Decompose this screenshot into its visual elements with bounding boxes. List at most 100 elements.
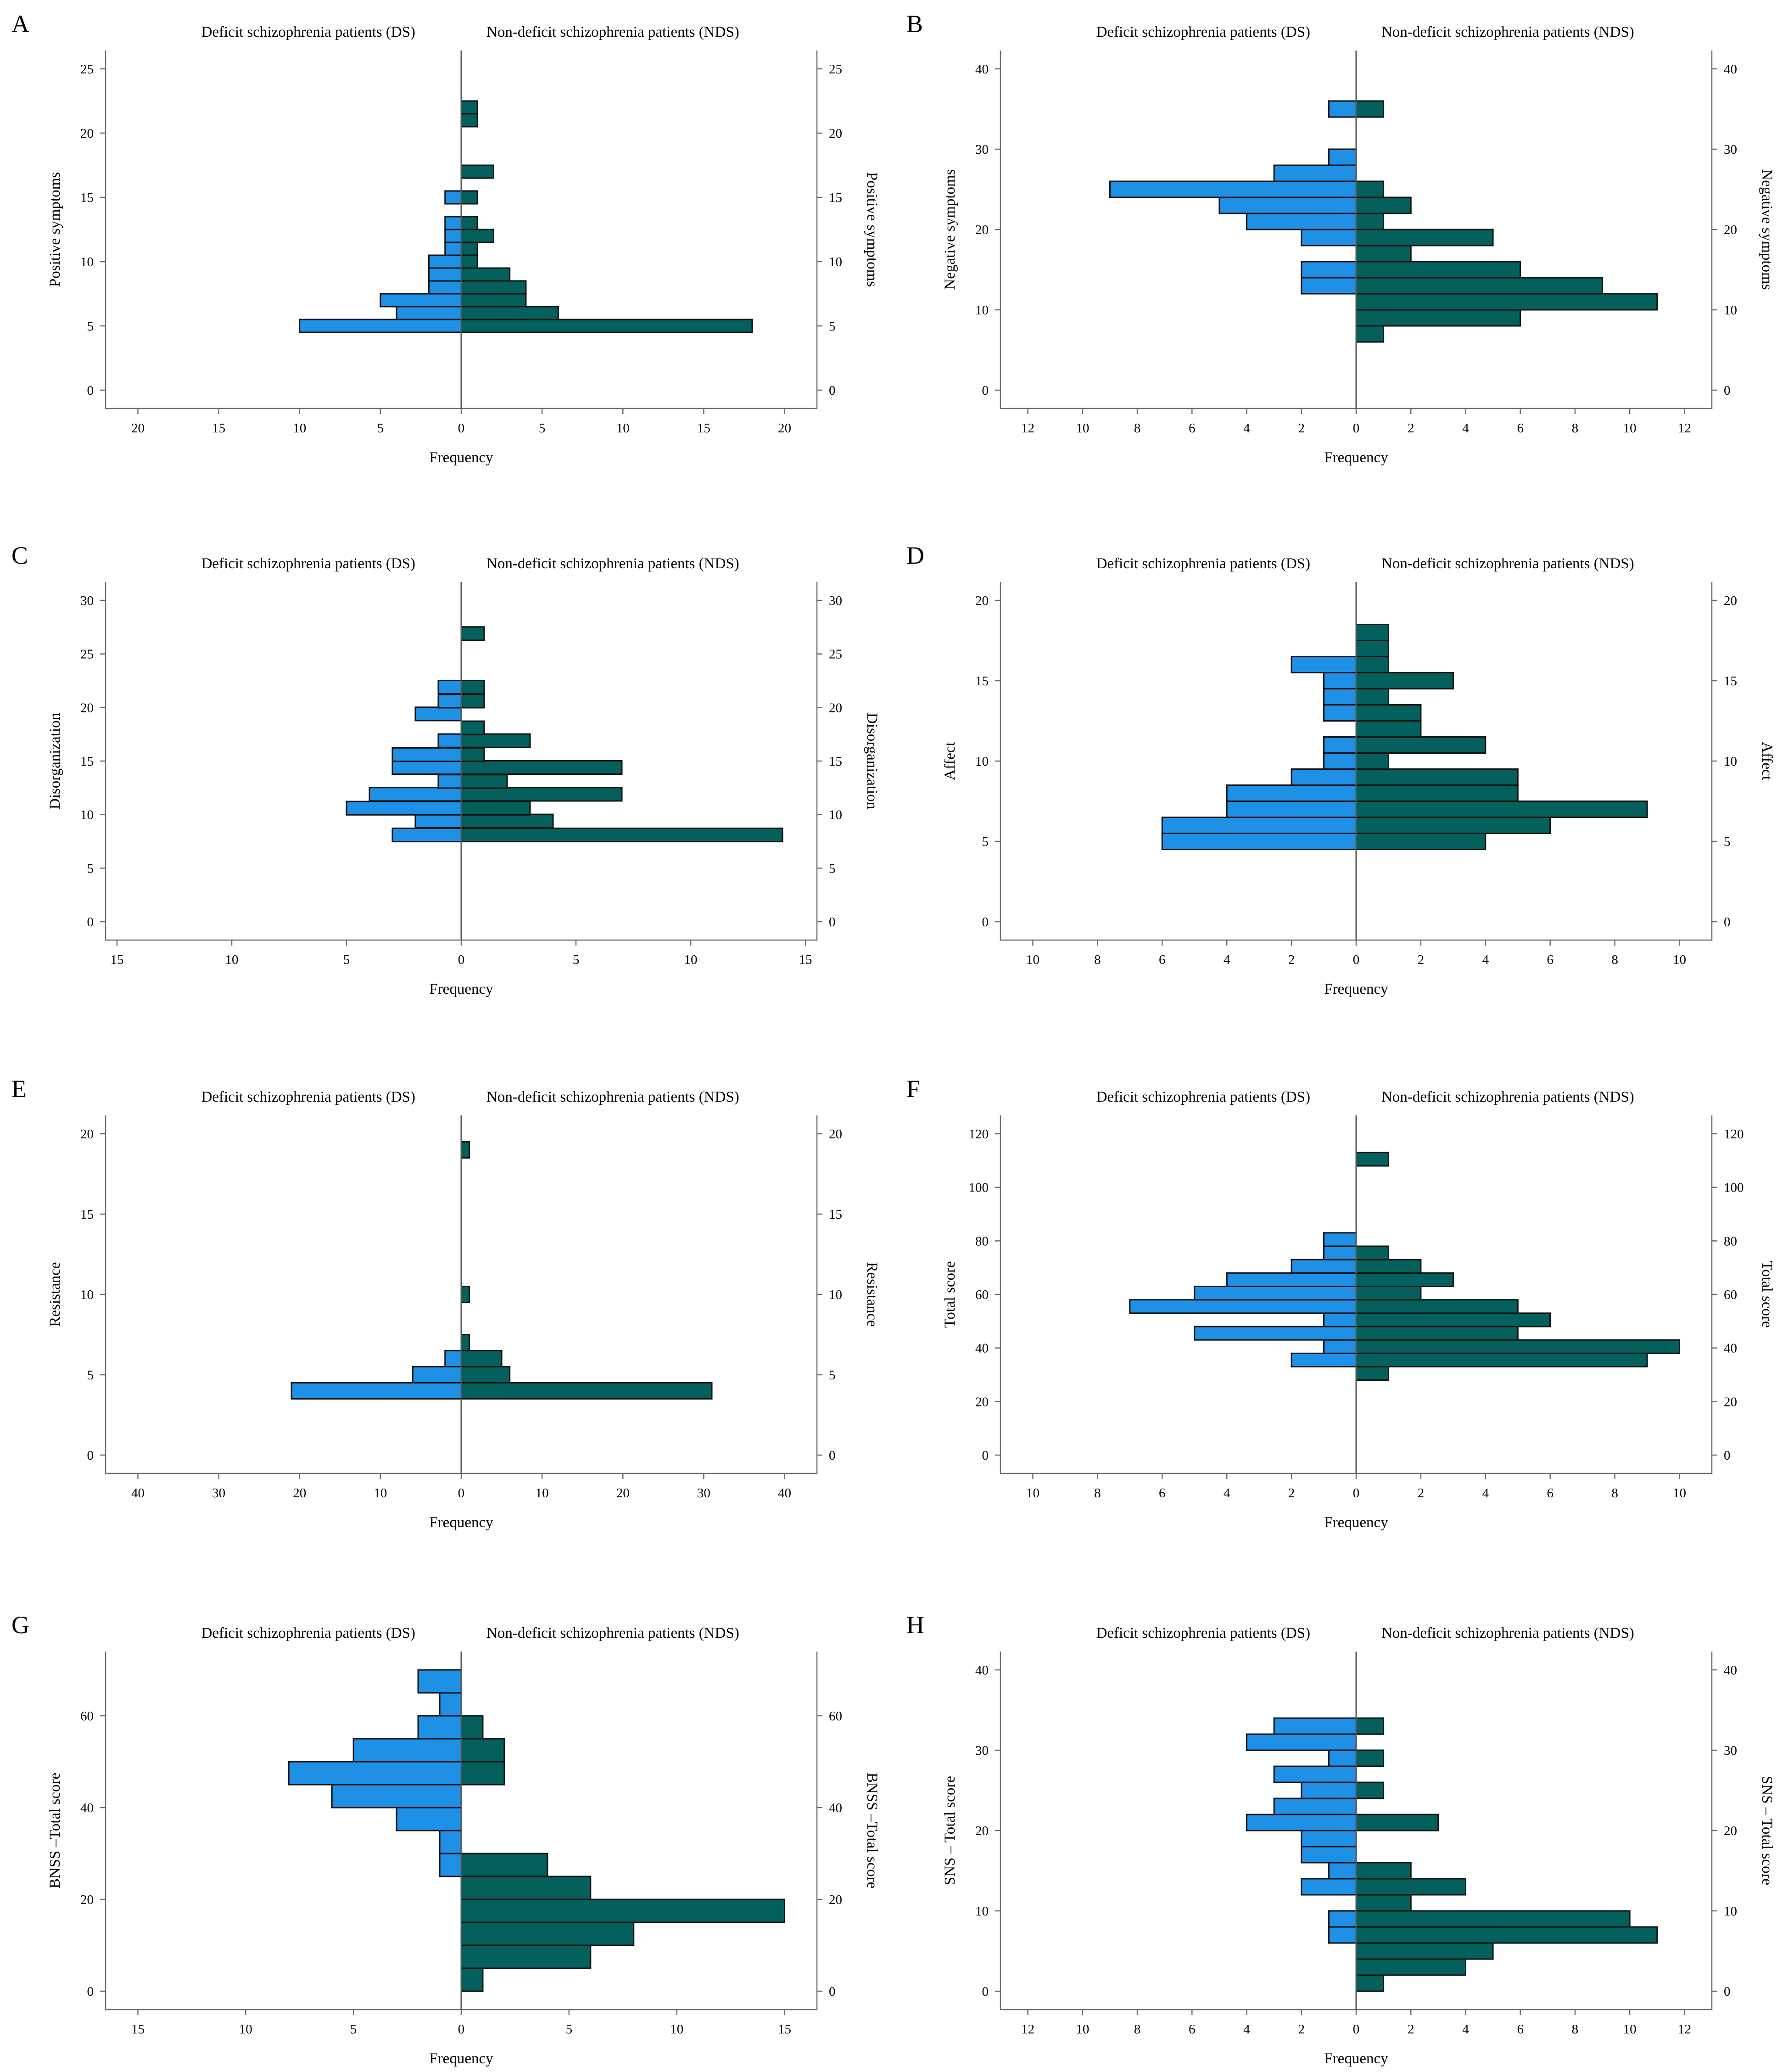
ds-bar — [1301, 1878, 1357, 1896]
nds-bar — [460, 801, 531, 816]
nds-bar — [1355, 1272, 1454, 1287]
nds-bar — [1355, 229, 1494, 246]
x-tick-label: 10 — [536, 1486, 549, 1501]
ds-bar — [444, 216, 462, 230]
y-tick-label-right: 10 — [1724, 754, 1737, 769]
ds-bar — [1328, 1862, 1357, 1880]
title-left: Deficit schizophrenia patients (DS) — [1096, 555, 1310, 572]
x-tick-label: 10 — [1673, 952, 1686, 967]
x-tick-label: 0 — [458, 421, 465, 436]
ds-bar — [1226, 1272, 1357, 1287]
panel-f: F Deficit schizophrenia patients (DS) Non-… — [906, 1075, 1775, 1531]
x-tick-label: 2 — [1418, 952, 1425, 967]
x-tick-label: 40 — [131, 1486, 145, 1501]
ds-bar — [444, 1350, 462, 1367]
ds-bar — [1273, 164, 1357, 182]
nds-bar — [1355, 1958, 1466, 1976]
nds-bar — [1355, 833, 1486, 850]
y-tick-label-right: 20 — [1724, 594, 1737, 608]
y-tick-label-right: 5 — [829, 1368, 836, 1383]
y-tick-label-left: 15 — [80, 190, 94, 205]
y-tick-label-left: 0 — [982, 1984, 989, 1999]
ds-bar — [1323, 1245, 1357, 1260]
x-tick-label: 5 — [539, 421, 546, 436]
x-tick-label: 15 — [111, 952, 124, 967]
x-tick-label: 0 — [458, 952, 465, 967]
ds-bar — [437, 694, 462, 709]
y-tick-label-left: 40 — [975, 1341, 989, 1356]
ds-bar — [391, 827, 462, 843]
x-tick-label: 2 — [1408, 2022, 1414, 2037]
x-tick-label: 10 — [670, 2022, 683, 2037]
panel-letter: F — [906, 1075, 920, 1103]
x-tick-label: 10 — [684, 952, 698, 967]
ds-bar — [1226, 784, 1357, 802]
y-tick-label-left: 120 — [969, 1127, 989, 1142]
y-tick-label-left: 80 — [975, 1234, 989, 1249]
panel-letter: A — [11, 10, 29, 38]
x-tick-label: 8 — [1572, 2022, 1579, 2037]
y-tick-label-right: 0 — [1724, 1984, 1731, 1999]
x-tick-label: 12 — [1021, 421, 1034, 436]
ds-bar — [437, 679, 462, 695]
y-tick-label-left: 30 — [80, 594, 94, 608]
title-left: Deficit schizophrenia patients (DS) — [1096, 1089, 1310, 1105]
y-tick-label-right: 5 — [829, 861, 836, 876]
y-axis-label-left: Positive symptoms — [47, 172, 63, 287]
nds-bar — [1355, 688, 1389, 706]
nds-bar — [1355, 245, 1412, 263]
y-axis-label-left: Total score — [942, 1261, 958, 1327]
nds-bar — [1355, 1366, 1389, 1381]
ds-bar — [1194, 1286, 1357, 1301]
nds-bar — [460, 1286, 470, 1303]
nds-bar — [460, 293, 527, 308]
ds-bar — [439, 1853, 462, 1877]
panel-letter: E — [11, 1075, 27, 1103]
y-tick-label-left: 20 — [80, 1893, 94, 1907]
y-tick-label-right: 100 — [1724, 1181, 1744, 1195]
ds-bar — [1301, 1830, 1357, 1848]
ds-bar — [331, 1784, 462, 1809]
x-tick-label: 10 — [1076, 421, 1089, 436]
nds-bar — [460, 787, 623, 802]
ds-bar — [352, 1738, 462, 1763]
nds-bar — [460, 1382, 713, 1400]
y-tick-label-right: 20 — [829, 126, 842, 141]
nds-bar — [1355, 1894, 1412, 1912]
ds-bar — [1301, 261, 1357, 279]
x-tick-label: 10 — [1673, 1486, 1686, 1501]
y-tick-label-left: 15 — [975, 674, 989, 689]
y-axis-label-right: Affect — [1759, 742, 1775, 780]
x-tick-label: 15 — [697, 421, 710, 436]
title-left: Deficit schizophrenia patients (DS) — [1096, 1625, 1310, 1641]
x-axis-label: Frequency — [429, 449, 493, 466]
y-tick-label-right: 10 — [1724, 1904, 1737, 1919]
x-axis-label: Frequency — [1324, 1514, 1388, 1531]
y-tick-label-right: 40 — [1724, 1341, 1737, 1356]
x-tick-label: 6 — [1189, 2022, 1196, 2037]
ds-bar — [1273, 1798, 1357, 1815]
nds-bar — [1355, 180, 1385, 198]
x-axis-label: Frequency — [1324, 981, 1388, 997]
ds-bar — [1218, 196, 1357, 214]
x-tick-label: 5 — [377, 421, 384, 436]
x-tick-label: 6 — [1189, 421, 1196, 436]
nds-bar — [1355, 100, 1385, 118]
x-tick-label: 5 — [350, 2022, 357, 2037]
y-tick-label-left: 5 — [87, 861, 94, 876]
ds-bar — [396, 306, 462, 320]
ds-bar — [1246, 1814, 1357, 1831]
ds-bar — [1246, 213, 1357, 230]
nds-bar — [1355, 1352, 1648, 1367]
nds-bar — [460, 733, 531, 748]
nds-bar — [1355, 325, 1385, 343]
x-tick-label: 12 — [1021, 2022, 1034, 2037]
ds-bar — [1194, 1326, 1357, 1341]
title-left: Deficit schizophrenia patients (DS) — [201, 24, 415, 40]
ds-bar — [1291, 1259, 1357, 1274]
nds-bar — [460, 1366, 511, 1383]
x-tick-label: 8 — [1094, 952, 1101, 967]
ds-bar — [391, 760, 462, 775]
ds-bar — [396, 1807, 462, 1831]
